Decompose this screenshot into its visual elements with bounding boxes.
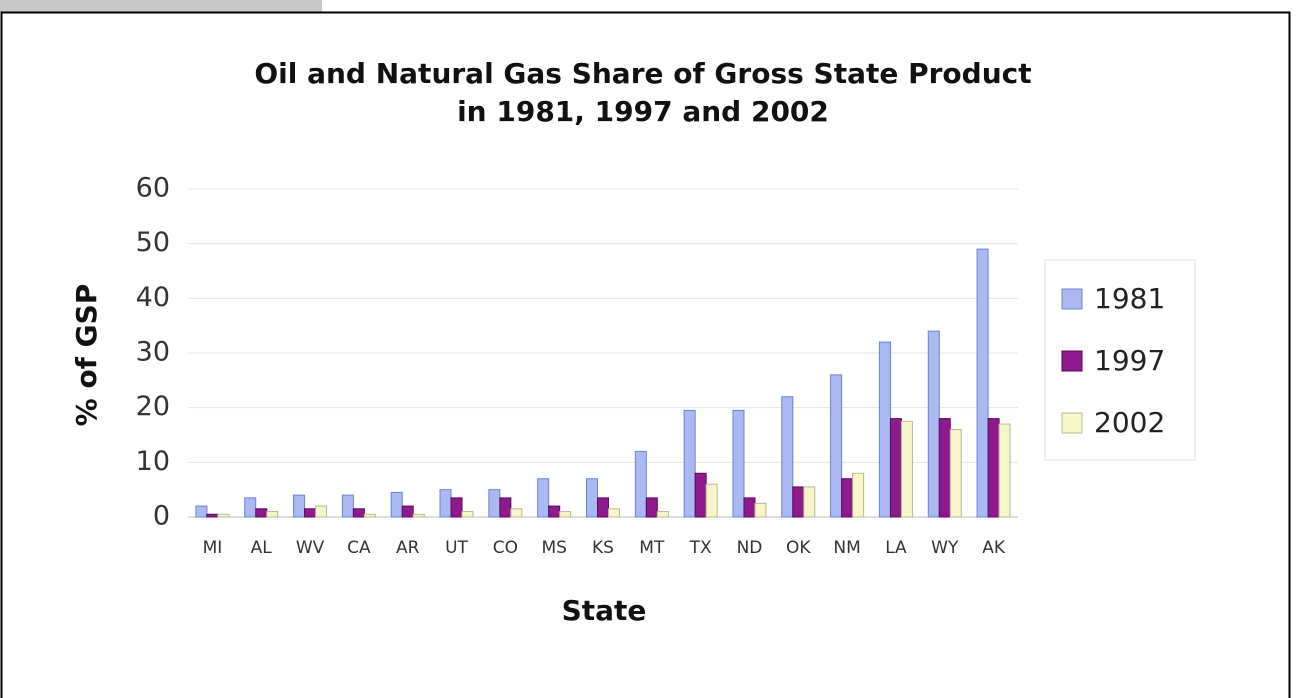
- bar: [976, 248, 989, 518]
- y-tick-label: 30: [136, 337, 170, 368]
- x-tick-label: CO: [493, 538, 518, 558]
- bar: [852, 472, 865, 518]
- x-axis-title: State: [562, 594, 647, 627]
- x-tick-label: MT: [639, 538, 665, 558]
- bar: [900, 420, 913, 518]
- legend-swatch: [1061, 412, 1083, 434]
- bar: [987, 418, 1000, 518]
- x-tick-label: AR: [396, 538, 420, 558]
- bar: [206, 513, 219, 518]
- bar: [401, 505, 414, 518]
- bar: [195, 505, 208, 518]
- y-tick-label: 40: [136, 282, 170, 313]
- x-tick-label: MS: [541, 538, 566, 558]
- bar: [461, 511, 474, 518]
- x-tick-label: WV: [296, 538, 325, 558]
- bar: [830, 374, 843, 518]
- bar: [315, 505, 328, 518]
- x-tick-label: MI: [203, 538, 223, 558]
- x-tick-label: OK: [786, 538, 811, 558]
- legend-swatch: [1061, 350, 1083, 372]
- chart-title: Oil and Natural Gas Share of Gross State…: [254, 57, 1031, 90]
- legend-label: 1981: [1094, 282, 1165, 315]
- bar: [683, 409, 696, 518]
- tab: [0, 0, 322, 12]
- bar: [390, 491, 403, 518]
- bar: [792, 486, 805, 518]
- bar: [293, 494, 306, 518]
- bar: [878, 341, 891, 518]
- y-tick-label: 0: [153, 501, 170, 532]
- bar: [998, 423, 1011, 518]
- bar: [705, 483, 718, 518]
- bar: [255, 508, 268, 518]
- x-tick-label: AK: [982, 538, 1006, 558]
- bar: [510, 508, 523, 518]
- bar: [927, 330, 940, 518]
- bar: [889, 418, 902, 518]
- bar: [217, 513, 230, 518]
- bar: [559, 511, 572, 518]
- y-axis-title: % of GSP: [70, 284, 103, 427]
- y-tick-label: 20: [136, 391, 170, 422]
- x-tick-label: CA: [347, 538, 371, 558]
- x-tick-label: AL: [251, 538, 273, 558]
- chart-title: in 1981, 1997 and 2002: [457, 95, 829, 128]
- bar: [803, 486, 816, 518]
- bar: [412, 513, 425, 518]
- y-tick-label: 60: [136, 173, 170, 204]
- x-tick-label: UT: [445, 538, 468, 558]
- bar: [634, 450, 647, 518]
- x-tick-label: TX: [689, 538, 712, 558]
- bar: [694, 472, 707, 518]
- y-tick-label: 10: [136, 446, 170, 477]
- bar: [645, 497, 658, 518]
- bar: [548, 505, 561, 518]
- bar: [656, 511, 669, 518]
- legend-label: 1997: [1094, 344, 1165, 377]
- legend-swatch: [1061, 288, 1083, 310]
- x-tick-label: NM: [833, 538, 860, 558]
- bar: [949, 429, 962, 518]
- x-tick-label: LA: [885, 538, 907, 558]
- bar: [841, 478, 854, 518]
- bar: [597, 497, 609, 518]
- bar: [537, 478, 550, 518]
- bar: [743, 497, 756, 518]
- bar: [352, 508, 365, 518]
- x-tick-label: KS: [592, 538, 614, 558]
- bar: [586, 478, 598, 518]
- x-tick-label: ND: [737, 538, 763, 558]
- y-tick-label: 50: [136, 227, 170, 258]
- bar: [439, 489, 452, 518]
- bar: [488, 489, 501, 518]
- bar: [266, 511, 279, 518]
- bar: [244, 497, 257, 518]
- bar: [732, 409, 745, 518]
- bar: [608, 508, 620, 518]
- bar: [304, 508, 317, 518]
- bar: [938, 418, 951, 518]
- bar: [754, 502, 767, 518]
- bar: [363, 513, 376, 518]
- bar: [499, 497, 512, 518]
- bar: [341, 494, 354, 518]
- x-tick-label: WY: [931, 538, 959, 558]
- legend-label: 2002: [1094, 406, 1165, 439]
- bar: [781, 396, 794, 518]
- bar: [450, 497, 463, 518]
